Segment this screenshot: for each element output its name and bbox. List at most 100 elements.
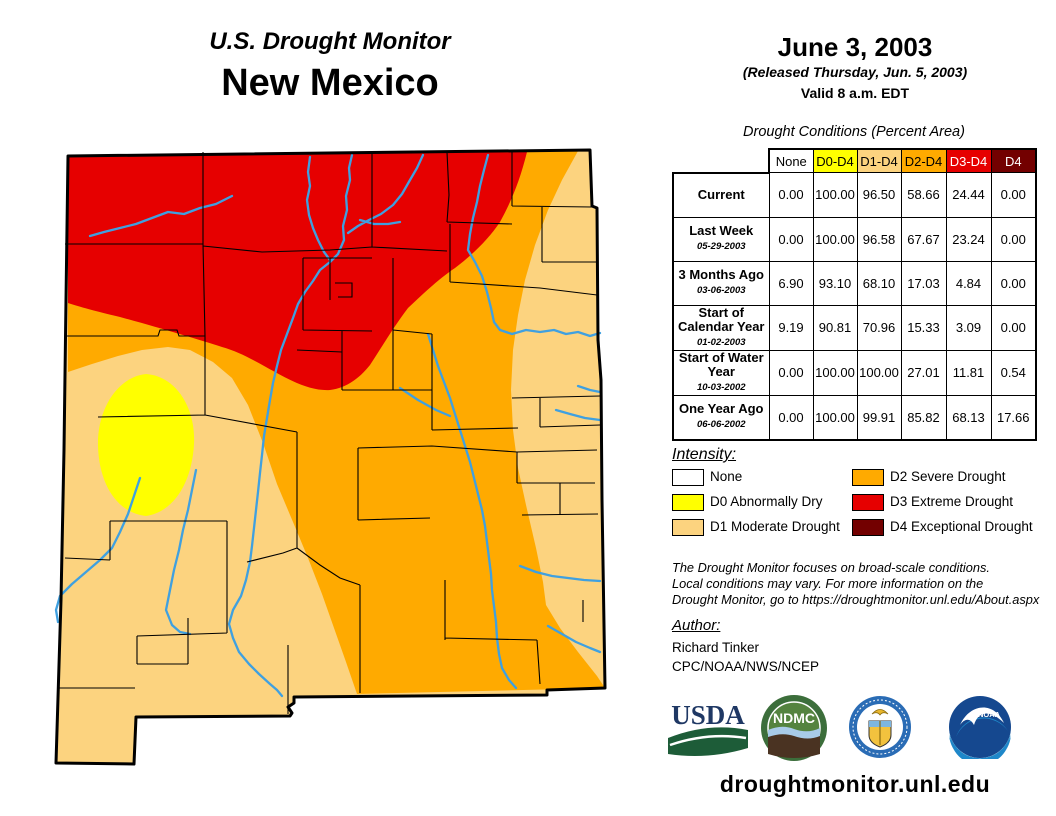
col-header-none: None xyxy=(768,148,814,173)
cell-value: 0.00 xyxy=(990,216,1037,262)
row-label-one-year-ago: One Year Ago 06-06-2002 xyxy=(672,394,770,441)
noaa-logo: NOAA xyxy=(949,696,1011,759)
legend-item-d0: D0 Abnormally Dry xyxy=(672,493,847,511)
cell-value: 96.58 xyxy=(856,216,902,262)
cell-value: 100.00 xyxy=(812,216,858,262)
row-date: 05-29-2003 xyxy=(696,241,746,252)
disclaimer-text: The Drought Monitor focuses on broad-sca… xyxy=(672,560,1056,608)
col-header-d2-d4: D2-D4 xyxy=(900,148,947,173)
table-row: Current 0.00 100.00 96.50 58.66 24.44 0.… xyxy=(672,171,1037,218)
cell-value: 27.01 xyxy=(900,349,947,396)
commerce-seal xyxy=(849,696,911,758)
legend-item-d4: D4 Exceptional Drought xyxy=(852,518,1052,536)
ndmc-logo: NDMC xyxy=(761,695,827,761)
cell-value: 68.13 xyxy=(945,394,992,441)
col-header-d3-d4: D3-D4 xyxy=(945,148,992,173)
legend-item-d1: D1 Moderate Drought xyxy=(672,518,847,536)
state-outline xyxy=(54,148,607,766)
row-label-start-calendar-year: Start of Calendar Year 01-02-2003 xyxy=(672,304,770,351)
ndmc-logo-text: NDMC xyxy=(773,710,815,726)
cell-value: 0.00 xyxy=(768,172,814,218)
cell-value: 0.00 xyxy=(990,172,1037,218)
release-date: (Released Thursday, Jun. 5, 2003) xyxy=(742,64,968,80)
legend-item-none: None xyxy=(672,468,847,486)
author-name: Richard Tinker xyxy=(672,640,760,655)
cell-value: 0.54 xyxy=(990,349,1037,396)
usda-logo-text: USDA xyxy=(671,700,745,730)
legend-swatch-d1 xyxy=(672,519,704,536)
cell-value: 23.24 xyxy=(945,216,992,262)
legend-label: D2 Severe Drought xyxy=(890,469,1006,484)
legend-label: D3 Extreme Drought xyxy=(890,494,1014,509)
table-row: Start of Water Year 10-03-2002 0.00 100.0… xyxy=(672,349,1037,396)
author-heading: Author: xyxy=(672,617,721,634)
legend-label: D0 Abnormally Dry xyxy=(710,494,823,509)
cell-value: 96.50 xyxy=(856,172,902,218)
row-label-start-water-year: Start of Water Year 10-03-2002 xyxy=(672,349,770,396)
cell-value: 9.19 xyxy=(768,304,814,351)
table-row: Last Week 05-29-2003 0.00 100.00 96.58 67… xyxy=(672,216,1037,262)
cell-value: 68.10 xyxy=(856,260,902,306)
ndmc-river xyxy=(768,726,820,739)
row-date: 10-03-2002 xyxy=(696,381,746,393)
legend-item-d3: D3 Extreme Drought xyxy=(852,493,1052,511)
author-block: Richard Tinker CPC/NOAA/NWS/NCEP xyxy=(672,638,819,676)
cell-value: 4.84 xyxy=(945,260,992,306)
d0-region xyxy=(97,374,195,516)
row-label-current: Current xyxy=(672,171,770,218)
row-label-3-months-ago: 3 Months Ago 03-06-2003 xyxy=(672,260,770,306)
cell-value: 11.81 xyxy=(945,349,992,396)
table-row: 3 Months Ago 03-06-2003 6.90 93.10 68.10 … xyxy=(672,260,1037,306)
legend-swatch-d2 xyxy=(852,469,884,486)
col-header-d1-d4: D1-D4 xyxy=(856,148,902,173)
map-date: June 3, 2003 xyxy=(777,32,933,62)
noaa-gull xyxy=(960,707,1004,725)
legend-title: Intensity: xyxy=(672,446,737,463)
disclaimer-line: The Drought Monitor focuses on broad-sca… xyxy=(672,560,990,575)
noaa-circle xyxy=(949,696,1011,758)
cell-value: 0.00 xyxy=(990,304,1037,351)
d3-region xyxy=(68,152,527,391)
table-title: Drought Conditions (Percent Area) xyxy=(743,124,965,140)
cell-value: 17.03 xyxy=(900,260,947,306)
noaa-logo-text: NOAA xyxy=(978,710,1001,719)
cell-value: 0.00 xyxy=(990,260,1037,306)
legend-label: None xyxy=(710,469,743,484)
cell-value: 0.00 xyxy=(768,394,814,441)
cell-value: 70.96 xyxy=(856,304,902,351)
row-date: 03-06-2003 xyxy=(696,285,746,296)
cell-value: 6.90 xyxy=(768,260,814,306)
cell-value: 0.00 xyxy=(768,349,814,396)
cell-value: 24.44 xyxy=(945,172,992,218)
disclaimer-line: Drought Monitor, go to https://droughtmo… xyxy=(672,592,1040,607)
usda-swoosh xyxy=(668,727,748,756)
disclaimer-line: Local conditions may vary. For more info… xyxy=(672,576,984,591)
table-row: Start of Calendar Year 01-02-2003 9.19 90… xyxy=(672,304,1037,351)
cell-value: 100.00 xyxy=(856,349,902,396)
legend-swatch-d0 xyxy=(672,494,704,511)
page-title: U.S. Drought Monitor xyxy=(209,28,451,55)
legend-item-d2: D2 Severe Drought xyxy=(852,468,1052,486)
usda-swoosh-line xyxy=(669,734,747,747)
site-url: droughtmonitor.unl.edu xyxy=(719,771,991,797)
row-date: 06-06-2002 xyxy=(696,419,746,430)
valid-time: Valid 8 a.m. EDT xyxy=(800,85,910,101)
row-label-last-week: Last Week 05-29-2003 xyxy=(672,216,770,262)
row-date: 01-02-2003 xyxy=(696,336,746,348)
col-header-d4: D4 xyxy=(990,148,1037,173)
noaa-wave xyxy=(956,717,1008,737)
cell-value: 100.00 xyxy=(812,172,858,218)
commerce-ring-text xyxy=(852,699,908,755)
legend-swatch-none xyxy=(672,469,704,486)
cell-value: 67.67 xyxy=(900,216,947,262)
author-org: CPC/NOAA/NWS/NCEP xyxy=(672,659,820,674)
cell-value: 90.81 xyxy=(812,304,858,351)
table-header-row: None D0-D4 D1-D4 D2-D4 D3-D4 D4 xyxy=(673,148,1037,173)
cell-value: 85.82 xyxy=(900,394,947,441)
legend-swatch-d4 xyxy=(852,519,884,536)
usda-logo: USDA xyxy=(668,700,748,756)
legend-label: D1 Moderate Drought xyxy=(710,519,840,534)
commerce-eagle xyxy=(871,709,889,716)
